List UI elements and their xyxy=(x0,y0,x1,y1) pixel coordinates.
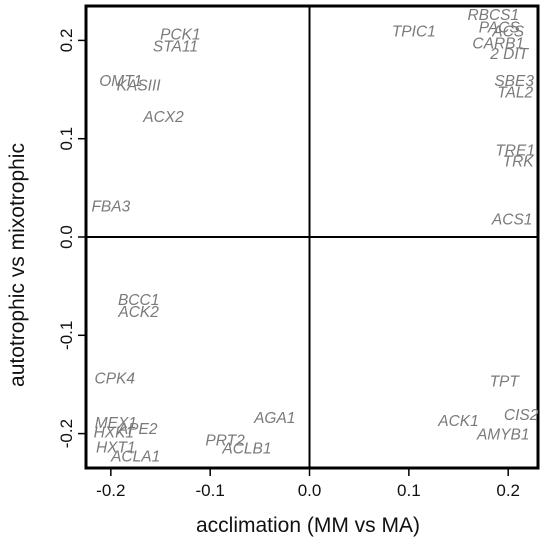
point-label-sta11: STA11 xyxy=(153,38,198,55)
point-label-tpic1: TPIC1 xyxy=(392,24,436,41)
point-label-cis2: CIS2 xyxy=(504,407,539,424)
point-label-ack2: ACK2 xyxy=(117,304,159,321)
point-label-kasiii: KASIII xyxy=(117,78,162,95)
point-label-pck1: PCK1 xyxy=(160,27,201,44)
point-label-aclb1: ACLB1 xyxy=(221,440,271,457)
point-label-trk: TRK xyxy=(503,153,535,170)
y-tick-label: -0.1 xyxy=(57,321,76,350)
point-label-acs: ACS xyxy=(491,24,525,41)
point-label-carb1: CARB1 xyxy=(472,35,524,52)
point-label-sbe3: SBE3 xyxy=(494,73,534,90)
x-tick-label: -0.1 xyxy=(196,481,225,500)
point-label-hxt1: HXT1 xyxy=(96,439,136,456)
point-label-tpt: TPT xyxy=(490,374,521,391)
y-tick-label: 0.0 xyxy=(57,225,76,249)
x-tick-label: 0.1 xyxy=(397,481,421,500)
point-label-omt1: OMT1 xyxy=(99,73,142,90)
point-label-prt2: PRT2 xyxy=(205,433,245,450)
point-label-ape2: APE2 xyxy=(117,421,158,438)
point-label-acs1: ACS1 xyxy=(491,211,533,228)
point-label-tal2: TAL2 xyxy=(497,85,533,102)
y-axis-title: autotrophic vs mixotrophic xyxy=(6,143,29,387)
point-label-tre1: TRE1 xyxy=(495,143,535,160)
x-axis-title: acclimation (MM vs MA) xyxy=(196,514,420,537)
x-tick-label: 0.2 xyxy=(496,481,520,500)
point-label-fba3: FBA3 xyxy=(91,199,130,216)
y-tick-label: -0.2 xyxy=(57,419,76,448)
point-label-acx2: ACX2 xyxy=(142,109,184,126)
point-label-rbcs1: RBCS1 xyxy=(467,7,519,24)
point-label-aga1: AGA1 xyxy=(253,410,295,427)
point-label-acla1: ACLA1 xyxy=(110,448,160,465)
point-label-cpk4: CPK4 xyxy=(95,371,136,388)
point-label-pacs: PACS xyxy=(479,20,521,37)
x-tick-label: -0.2 xyxy=(96,481,125,500)
axes-layer: -0.2 -0.1 0.0 0.1 0.2 -0.2 -0.1 0.0 0.1 0.2 xyxy=(57,4,540,500)
point-label-2-dit: 2 DIT xyxy=(489,46,529,63)
point-label-amyb1: AMYB1 xyxy=(476,427,530,444)
x-tick-label: 0.0 xyxy=(298,481,322,500)
y-tick-label: 0.2 xyxy=(57,29,76,53)
point-label-bcc1: BCC1 xyxy=(118,292,159,309)
point-label-mex1: MEX1 xyxy=(95,415,137,432)
point-label-hxk1: HXK1 xyxy=(94,425,135,442)
y-tick-label: 0.1 xyxy=(57,127,76,151)
point-label-ack1: ACK1 xyxy=(437,413,479,430)
